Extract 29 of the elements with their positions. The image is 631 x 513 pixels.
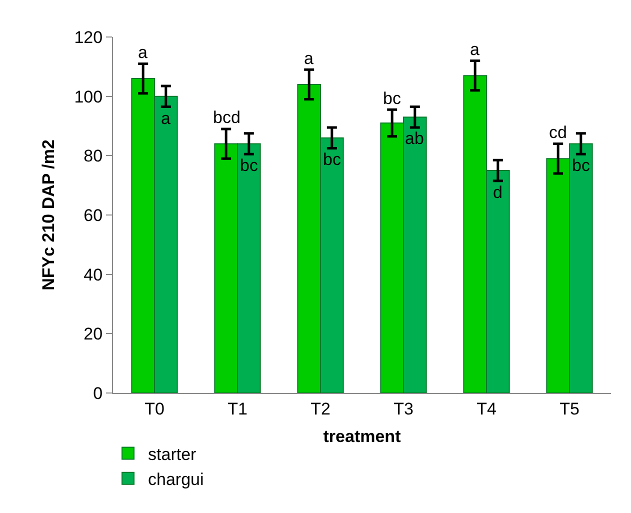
- annotation: a: [470, 40, 480, 59]
- annotation: bc: [323, 150, 342, 169]
- y-tick-label: 20: [84, 324, 103, 344]
- annotation: a: [304, 49, 314, 68]
- y-tick-label: 0: [93, 384, 103, 403]
- y-tick-label: 120: [74, 28, 103, 47]
- x-tick-label: T3: [394, 399, 414, 418]
- annotation: d: [493, 183, 502, 202]
- y-tick-label: 80: [84, 146, 103, 166]
- annotation: cd: [549, 123, 567, 142]
- x-tick-label: T4: [476, 399, 496, 418]
- y-tick-label: 40: [84, 265, 103, 284]
- x-axis-title: treatment: [323, 426, 402, 446]
- x-tick-label: T2: [310, 399, 330, 418]
- legend-label: chargui: [148, 470, 204, 489]
- y-tick-label: 100: [74, 87, 103, 106]
- annotation: ab: [405, 129, 424, 148]
- y-tick-label: 60: [84, 206, 103, 225]
- annotation: bc: [383, 89, 402, 108]
- x-tick-label: T5: [560, 399, 580, 418]
- annotation: bcd: [213, 108, 240, 127]
- legend-label: starter: [148, 444, 197, 464]
- y-axis-title: NFYc 210 DAP /m2: [38, 140, 58, 290]
- x-tick-label: T1: [228, 399, 248, 418]
- annotation: bc: [240, 156, 258, 175]
- annotation: a: [161, 109, 171, 128]
- annotation: a: [138, 43, 148, 62]
- x-tick-label: T0: [144, 399, 164, 418]
- annotation: bc: [572, 156, 590, 175]
